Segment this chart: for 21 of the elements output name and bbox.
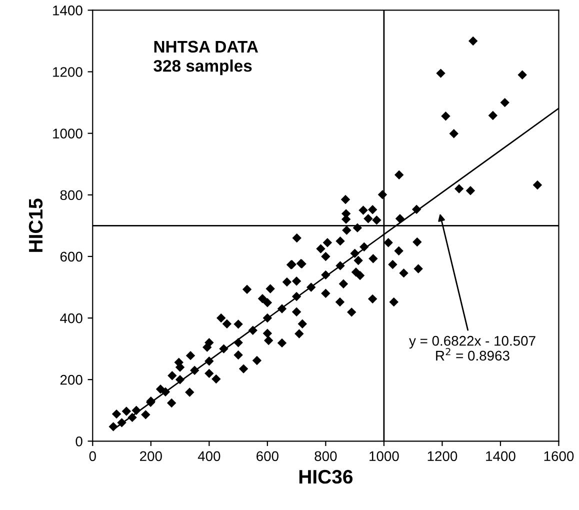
x-tick-label: 400 <box>198 451 220 462</box>
x-tick-label: 1000 <box>370 451 399 462</box>
y-tick-label: 0 <box>76 436 82 446</box>
annotation: NHTSA DATA 328 samples <box>154 40 258 76</box>
y-tick-label: 1200 <box>53 67 82 77</box>
x-tick-label: 1200 <box>428 451 458 462</box>
y-tick-label: 200 <box>60 374 82 385</box>
x-tick-label: 0 <box>89 451 96 462</box>
x-tick-label: 600 <box>256 451 278 462</box>
x-tick-label: 200 <box>140 451 162 462</box>
y-tick-label: 800 <box>60 190 82 200</box>
y-tick-label: 600 <box>60 252 82 262</box>
x-tick-label: 1600 <box>544 451 574 462</box>
annotation: y = 0.6822x - 10.507 R$^{2}$ = 0.8963 <box>409 336 536 361</box>
x-tick-label: 800 <box>314 451 337 462</box>
y-tick-label: 1400 <box>53 6 82 16</box>
y-axis-title: HIC15 <box>28 198 43 252</box>
y-tick-label: 1000 <box>53 128 82 138</box>
x-tick-label: 1400 <box>486 451 516 462</box>
x-axis-title: HIC36 <box>299 470 353 484</box>
y-tick-label: 400 <box>60 313 82 324</box>
